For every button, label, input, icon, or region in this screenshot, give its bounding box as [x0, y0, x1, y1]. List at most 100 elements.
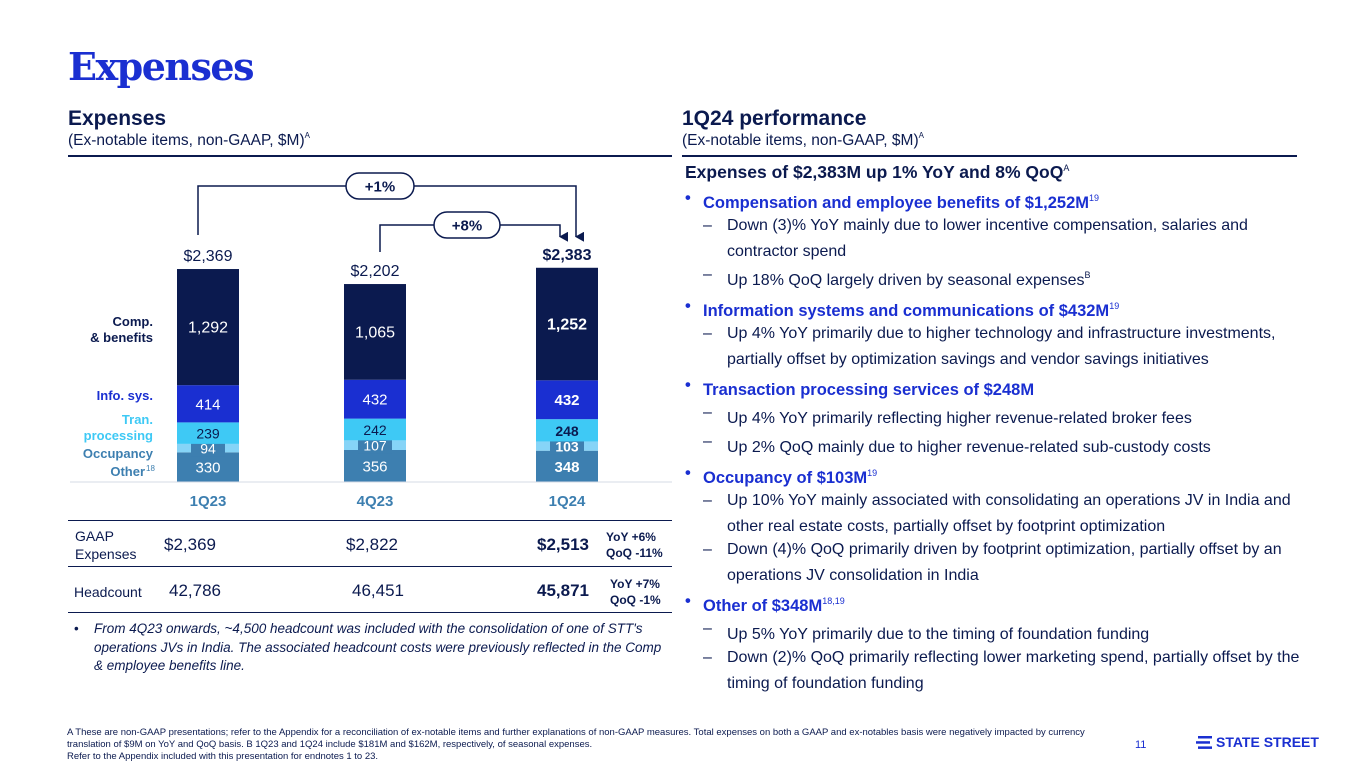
- performance-detail: – Up 10% YoY mainly associated with conso…: [685, 491, 1305, 537]
- performance-detail-text: Down (2)% QoQ primarily reflecting lower…: [727, 649, 1300, 692]
- performance-detail-text: Up 10% YoY mainly associated with consol…: [727, 492, 1291, 535]
- state-street-mark-icon: [1196, 735, 1212, 749]
- value-label: 432: [554, 392, 579, 409]
- bar-segment-other-1q24: [536, 450, 598, 482]
- headcount-yoy: YoY +7%: [610, 577, 660, 591]
- headcount-qoq: QoQ -1%: [610, 593, 661, 607]
- value-label: 94: [200, 441, 216, 457]
- performance-item-title: Information systems and communications o…: [703, 302, 1110, 320]
- gaap-yoy: YoY +6%: [606, 530, 656, 544]
- value-label: 1,252: [547, 317, 587, 334]
- bullet-icon: •: [685, 376, 691, 394]
- headcount-4q23: 46,451: [352, 581, 404, 600]
- performance-headline: Expenses of $2,383M up 1% YoY and 8% QoQ…: [685, 162, 1070, 182]
- performance-detail: – Down (2)% QoQ primarily reflecting lowe…: [685, 648, 1305, 694]
- performance-item-sup: 19: [1089, 193, 1100, 203]
- headcount-note: • From 4Q23 onwards, ~4,500 headcount wa…: [74, 620, 674, 676]
- chart-section-heading: Expenses: [68, 107, 167, 130]
- headcount-change-badge: YoY +7% QoQ -1%: [610, 576, 661, 608]
- chart-section-subheading: (Ex-notable items, non-GAAP, $M)A: [68, 131, 310, 149]
- category-tick-label: 4Q23: [357, 493, 394, 510]
- value-label-background: [550, 438, 584, 455]
- performance-detail: – Up 2% QoQ mainly due to higher revenue-…: [685, 432, 1305, 458]
- performance-item: • Compensation and employee benefits of $…: [685, 188, 1305, 213]
- value-label: 356: [362, 458, 387, 475]
- bar-segment-info-sys--1q23: [177, 385, 239, 423]
- table-bottom-rule: [68, 612, 672, 613]
- dash-icon: –: [703, 266, 712, 283]
- gaap-change-badge: YoY +6% QoQ -11%: [606, 529, 663, 561]
- performance-item-sup: 18,19: [822, 596, 845, 606]
- performance-detail: – Up 4% YoY primarily due to higher techn…: [685, 324, 1305, 370]
- qoq-arrow-label: +8%: [452, 218, 482, 235]
- performance-detail-text: Down (4)% QoQ primarily driven by footpr…: [727, 541, 1282, 584]
- performance-detail-text: Down (3)% YoY mainly due to lower incent…: [727, 217, 1248, 260]
- dash-icon: –: [703, 325, 712, 342]
- bar-segment-tran-processing-4q23: [344, 418, 406, 441]
- performance-detail-text: Up 4% YoY primarily reflecting higher re…: [727, 410, 1192, 427]
- performance-item-sup: 19: [867, 468, 878, 478]
- table-middle-rule: [68, 566, 672, 567]
- performance-item-title: Transaction processing services of $248M: [703, 381, 1035, 399]
- total-label: $2,369: [184, 248, 233, 265]
- value-label: 330: [195, 460, 220, 477]
- yoy-arrow-label: +1%: [365, 179, 395, 196]
- performance-heading: 1Q24 performance: [682, 107, 867, 130]
- table-top-rule: [68, 520, 672, 521]
- performance-detail: – Down (4)% QoQ primarily driven by footp…: [685, 540, 1305, 586]
- performance-item-title: Compensation and employee benefits of $1…: [703, 194, 1090, 212]
- performance-item-title: Occupancy of $103M: [703, 469, 868, 487]
- dash-icon: –: [703, 404, 712, 421]
- legend-label-tran-processing: Tran. processing: [84, 412, 153, 443]
- value-label: 432: [362, 392, 387, 409]
- performance-detail: – Up 5% YoY primarily due to the timing o…: [685, 619, 1305, 645]
- legend-label-other: Other: [110, 464, 145, 479]
- bullet-icon: •: [685, 297, 691, 315]
- total-label: $2,202: [351, 263, 400, 280]
- value-label-background: [358, 437, 392, 454]
- performance-detail: – Down (3)% YoY mainly due to lower incen…: [685, 216, 1305, 262]
- value-label: 107: [363, 438, 387, 454]
- headcount-1q24: 45,871: [537, 581, 589, 600]
- value-label: 1,065: [355, 324, 395, 341]
- yoy-arrow-pill: [345, 172, 415, 200]
- qoq-arrow-pill: [433, 211, 501, 239]
- bar-segment-other-4q23: [344, 449, 406, 482]
- bullet-icon: •: [685, 189, 691, 207]
- total-label: $2,383: [543, 247, 592, 264]
- bullet-icon: •: [74, 621, 79, 636]
- dash-icon: –: [703, 620, 712, 637]
- footnote-line-2: Refer to the Appendix included with this…: [67, 751, 379, 762]
- performance-commentary: Expenses of $2,383M up 1% YoY and 8% QoQ…: [685, 162, 1305, 694]
- headcount-1q23: 42,786: [169, 581, 221, 600]
- dash-icon: –: [703, 217, 712, 234]
- performance-detail-text: Up 4% YoY primarily due to higher techno…: [727, 325, 1276, 368]
- bar-segment-comp-benefits-1q23: [177, 269, 239, 386]
- gaap-value-1q24: $2,513: [537, 535, 589, 554]
- bar-segment-info-sys--1q24: [536, 380, 598, 420]
- footnote-line-1: A These are non-GAAP presentations; refe…: [67, 727, 1085, 750]
- chart-section-rule: [68, 155, 672, 157]
- legend-label-info-sys-: Info. sys.: [97, 388, 153, 403]
- performance-subheading: (Ex-notable items, non-GAAP, $M)A: [682, 131, 924, 149]
- page-number: 11: [1135, 739, 1147, 751]
- value-label: 414: [195, 396, 220, 413]
- performance-detail-text: Up 2% QoQ mainly due to higher revenue-r…: [727, 439, 1211, 456]
- bar-segment-comp-benefits-1q24: [536, 267, 598, 381]
- legend-label-sup: 18: [146, 464, 155, 473]
- performance-item: • Occupancy of $103M19: [685, 463, 1305, 488]
- performance-item-title: Other of $348M: [703, 597, 823, 615]
- performance-item: • Other of $348M18,19: [685, 591, 1305, 616]
- headcount-note-text: From 4Q23 onwards, ~4,500 headcount was …: [94, 621, 662, 673]
- headcount-label: Headcount: [74, 584, 142, 600]
- gaap-value-1q23: $2,369: [164, 535, 216, 554]
- gaap-value-4q23: $2,822: [346, 535, 398, 554]
- category-tick-label: 1Q24: [549, 493, 586, 510]
- bar-segment-tran-processing-1q23: [177, 422, 239, 444]
- logo-text: STATE STREET: [1216, 734, 1319, 750]
- value-label-background: [191, 440, 225, 457]
- value-label: 1,292: [188, 320, 228, 337]
- value-label: 348: [554, 459, 579, 476]
- value-label: 248: [555, 423, 579, 439]
